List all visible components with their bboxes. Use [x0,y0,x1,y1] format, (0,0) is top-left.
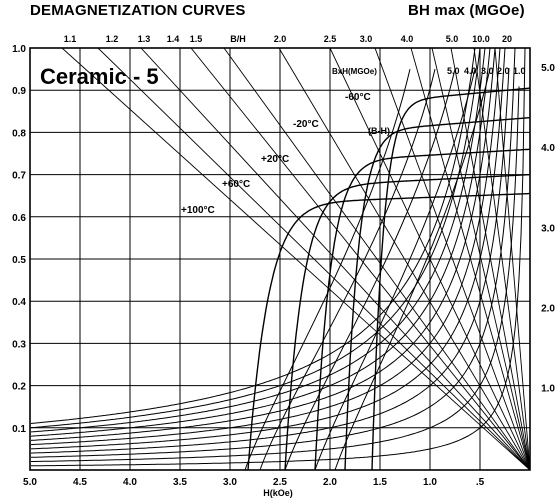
permeance-line [97,48,530,470]
chart-title: Ceramic - 5 [40,64,159,89]
axes-group: 0.10.20.30.40.50.60.70.80.91.01.02.03.04… [12,34,555,498]
x-tick-label: 5.0 [23,477,37,488]
bh-contour-minor [30,48,496,441]
recoil-curve [244,68,411,470]
permeance-line [431,48,530,470]
x-axis-label: H(kOe) [263,488,293,498]
permeance-line [223,48,530,470]
labels-group: Ceramic - 5 BxH(MGOe) 5.0 4.0 3.0 2.0 1.0 -60°C… [40,64,526,216]
permeance-line [374,48,530,470]
bh-contour [30,48,491,437]
x-tick-label: .5 [476,477,485,488]
x-tick-label: 3.5 [173,477,187,488]
right-tick-label: 5.0 [541,63,555,74]
header-left-title: DEMAGNETIZATION CURVES [30,2,246,19]
y-tick-label: 0.5 [12,255,26,266]
right-tick-label: 4.0 [541,143,555,154]
permeance-line [140,48,530,470]
x-tick-label: 1.5 [373,477,387,488]
permeance-line [494,48,530,470]
bh-contour-minor [31,48,516,458]
bh-contour-label: 5.0 [447,66,460,76]
temperature-label: -20°C [293,119,319,130]
y-tick-label: 0.3 [12,339,26,350]
bh-contour [30,48,481,429]
x-tick-label: 2.0 [323,477,337,488]
permeance-line [329,48,530,470]
top-scale-tick: 2.0 [274,34,287,44]
normal-curve [371,87,530,470]
normal-curve [247,192,530,470]
x-tick-label: 4.5 [73,477,87,488]
y-tick-label: 0.6 [12,213,26,224]
y-tick-label: 0.4 [12,297,26,308]
y-tick-label: 0.9 [12,86,26,97]
top-scale-tick: 3.0 [360,34,373,44]
permeance-line [410,48,530,470]
bh-contour [31,86,520,462]
normal-curve [314,148,530,470]
top-scale-tick: 20 [502,34,512,44]
top-scale-label: B/H [230,34,246,44]
top-scale-tick: 5.0 [446,34,459,44]
bh-contour-minor [30,48,486,433]
top-scale-tick: 10.0 [472,34,490,44]
bh-label: BxH(MGOe) [332,67,377,76]
bh-contour [30,48,501,446]
x-tick-label: 2.5 [273,477,287,488]
bh-contour-label: 3.0 [481,66,494,76]
x-tick-label: 3.0 [223,477,237,488]
permeance-line [450,48,530,470]
curves-group [244,68,530,470]
bh-contours-group [30,48,530,470]
bh-contour-label: 4.0 [464,66,477,76]
permeance-line [190,48,530,470]
bh-contour-minor [30,48,476,424]
grid-group [30,48,530,470]
permeance-line [61,48,530,470]
y-tick-label: 0.2 [12,382,26,393]
recoil-curve [259,68,436,470]
top-scale-tick: 1.4 [167,34,180,44]
y-tick-label: 0.1 [12,424,26,435]
bh-contour-label: 2.0 [497,66,510,76]
top-scale-tick: 4.0 [401,34,414,44]
top-scale-tick: 1.3 [138,34,151,44]
permeance-line [473,48,530,470]
y-tick-label: 1.0 [12,44,26,55]
header-right-title: BH max (MGOe) [408,2,525,19]
bh-contour [30,68,510,454]
permeance-line [278,48,530,470]
x-tick-label: 4.0 [123,477,137,488]
normal-curve [284,173,530,470]
recoil-curve [334,68,491,470]
bh-contour-label: 1.0 [513,66,526,76]
top-scale-tick: 1.1 [64,34,77,44]
bh-contour-minor [31,48,526,467]
temperature-label: -60°C [345,92,371,103]
x-tick-label: 1.0 [423,477,437,488]
top-scale-tick: 1.5 [190,34,203,44]
top-scale-tick: 2.5 [324,34,337,44]
top-scale-tick: 1.2 [106,34,119,44]
right-tick-label: 1.0 [541,384,555,395]
curve-bh-label: (B-H) [368,126,390,136]
normal-curve [344,116,530,470]
temperature-label: +20°C [261,154,289,165]
temperature-label: +100°C [181,205,215,216]
right-tick-label: 3.0 [541,223,555,234]
recoil-curve [314,68,476,470]
recoil-curve [284,68,456,470]
right-tick-label: 2.0 [541,304,555,315]
y-tick-label: 0.8 [12,128,26,139]
y-tick-label: 0.7 [12,171,26,182]
temperature-label: +60°C [222,179,250,190]
